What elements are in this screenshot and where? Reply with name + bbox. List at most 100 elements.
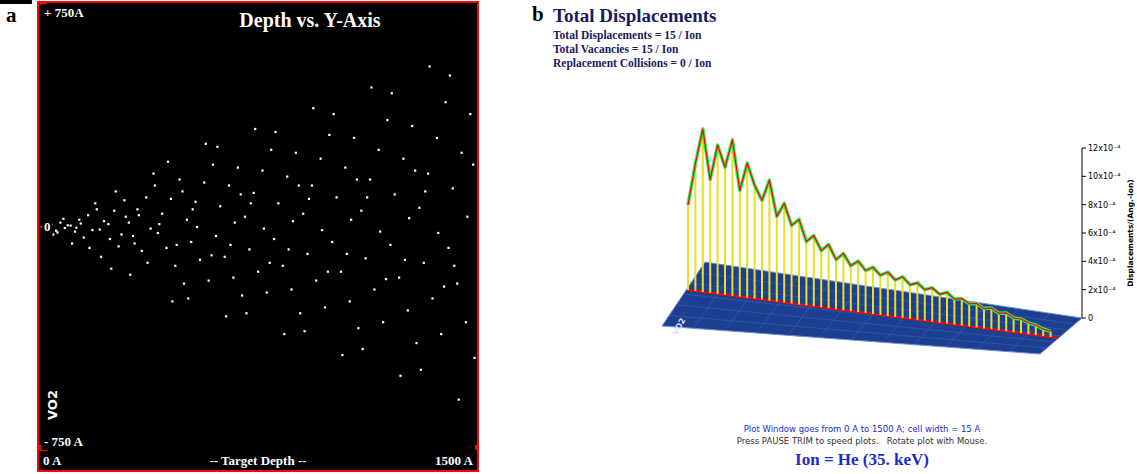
point	[379, 231, 381, 233]
point	[333, 113, 335, 115]
y-tick-label: 0	[44, 219, 51, 234]
displacement-bar	[1005, 313, 1007, 331]
label-patch	[237, 8, 383, 33]
point	[331, 241, 333, 243]
point	[360, 210, 362, 212]
point	[100, 256, 102, 258]
point	[138, 214, 140, 216]
point	[344, 167, 346, 169]
displacement-bar	[990, 308, 992, 329]
point	[165, 247, 167, 249]
point	[346, 253, 348, 255]
point	[145, 196, 147, 198]
point	[447, 247, 449, 249]
point	[283, 333, 285, 335]
point	[349, 300, 351, 302]
point	[154, 184, 156, 186]
displacement-bar	[820, 251, 822, 308]
displacement-bar	[916, 283, 918, 320]
displacement-bar	[702, 129, 704, 292]
profile	[688, 129, 1051, 337]
displacement-bar	[983, 309, 985, 329]
stat-line: Total Displacements = 15 / Ion	[553, 29, 702, 42]
point	[266, 291, 268, 293]
point	[321, 229, 323, 231]
point	[394, 193, 396, 195]
z-tick-label: 10x10⁻⁴	[1088, 172, 1121, 181]
displacement-bar	[805, 242, 807, 306]
point	[298, 184, 300, 186]
profile-glow	[688, 129, 1051, 331]
label-patch	[42, 4, 86, 21]
note: Press PAUSE TRIM to speed plots. Rotate …	[737, 436, 987, 446]
point	[398, 277, 400, 279]
chart-title: Total Displacements	[553, 5, 716, 26]
point	[212, 164, 214, 166]
point	[232, 277, 234, 279]
point	[404, 259, 406, 261]
point	[70, 225, 72, 227]
z-tick-label: 12x10⁻⁴	[1088, 144, 1121, 153]
z-tick-label: 0	[1088, 314, 1093, 323]
point	[83, 236, 85, 238]
point	[257, 271, 259, 273]
point	[120, 233, 122, 235]
x-tick-label: 1500 A	[435, 453, 474, 468]
point	[423, 262, 425, 264]
point	[199, 259, 201, 261]
panel-letter: a	[6, 3, 17, 27]
target-label: VO2	[671, 316, 688, 336]
displacement-bar	[768, 180, 770, 301]
target-label: VO2	[45, 390, 60, 420]
displacement-bar	[694, 164, 696, 292]
x-axis-title: -- Target Depth --	[209, 453, 306, 468]
point	[176, 244, 178, 246]
point	[386, 119, 388, 121]
point	[59, 222, 61, 224]
point	[134, 242, 136, 244]
point	[88, 247, 90, 249]
point	[311, 184, 313, 186]
point	[110, 268, 112, 270]
point	[80, 222, 82, 224]
point	[290, 288, 292, 290]
displacement-bar	[761, 200, 763, 299]
point	[248, 248, 250, 250]
displacement-bar	[924, 290, 926, 321]
displacement-bar	[887, 272, 889, 316]
point	[216, 146, 218, 148]
point	[449, 74, 451, 76]
point	[356, 178, 358, 180]
point	[469, 113, 471, 115]
point	[129, 274, 131, 276]
point	[179, 178, 181, 180]
point	[109, 238, 111, 240]
ion-label: Ion = He (35. keV)	[795, 450, 929, 469]
point	[389, 244, 391, 246]
point	[71, 242, 73, 244]
point	[225, 315, 227, 317]
point	[391, 92, 393, 94]
displacement-bar	[835, 260, 837, 310]
point	[115, 190, 117, 192]
displacement-bar	[894, 280, 896, 317]
point	[466, 216, 468, 218]
point	[229, 244, 231, 246]
point	[445, 101, 447, 103]
z-tick	[1082, 148, 1086, 149]
point	[306, 253, 308, 255]
point	[370, 86, 372, 88]
x-tick	[39, 445, 41, 450]
point	[327, 271, 329, 273]
displacement-bar	[872, 267, 874, 314]
point	[328, 134, 330, 136]
point	[250, 202, 252, 204]
point	[240, 193, 242, 195]
point	[350, 219, 352, 221]
point	[292, 220, 294, 222]
point	[141, 250, 143, 252]
point	[282, 265, 284, 267]
point	[341, 354, 343, 356]
point	[244, 216, 246, 218]
displacement-bar	[998, 313, 1000, 330]
